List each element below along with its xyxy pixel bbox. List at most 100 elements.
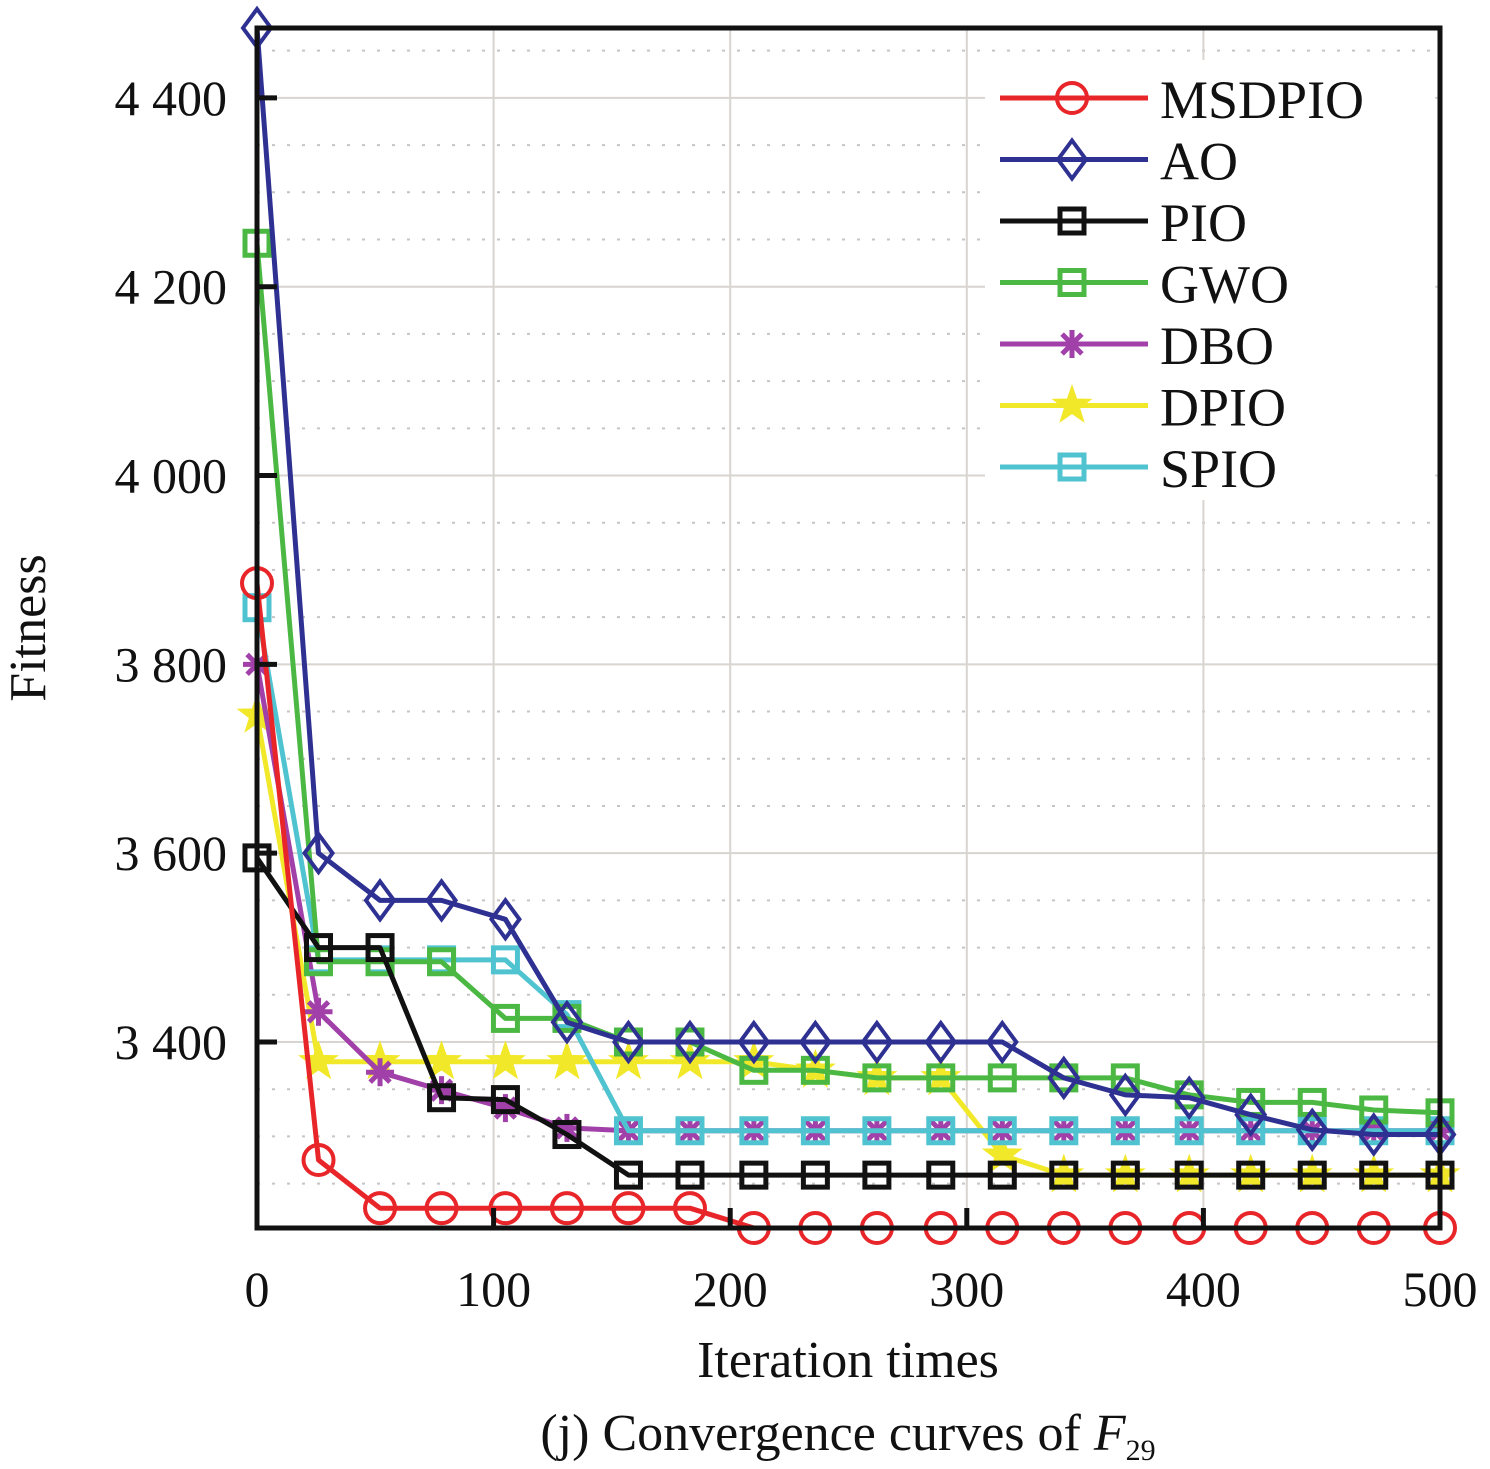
legend-marker-dbo: [1058, 330, 1086, 358]
caption-function-subscript: 29: [1126, 1434, 1156, 1467]
data-point-msdpio: [424, 1191, 459, 1226]
legend-item-spio: SPIO: [1000, 439, 1277, 499]
asterisk-stroke: [306, 1000, 331, 1024]
data-point-pio: [862, 1160, 892, 1190]
data-point-ao: [363, 878, 397, 923]
legend-item-dpio: DPIO: [1000, 378, 1286, 438]
series-dpio: [236, 693, 1461, 1193]
legend-marker-spio: [1057, 452, 1087, 482]
figure-caption: (j) Convergence curves of F29: [540, 1405, 1155, 1467]
data-point-msdpio: [301, 1143, 336, 1178]
data-point-ao: [302, 830, 336, 876]
legend-label-dbo: DBO: [1160, 316, 1274, 376]
data-point-spio: [987, 1116, 1017, 1146]
data-point-ao: [1108, 1072, 1142, 1118]
data-point-dpio: [298, 1040, 339, 1080]
data-point-pio: [613, 1160, 643, 1190]
data-point-pio: [1236, 1160, 1266, 1190]
y-axis-title: Fitness: [0, 554, 57, 701]
series-dbo: [243, 650, 1454, 1145]
data-point-gwo: [926, 1063, 956, 1093]
data-point-ao: [1295, 1107, 1329, 1153]
y-tick-label: 3 800: [115, 636, 228, 692]
data-point-pio: [1110, 1160, 1140, 1190]
data-point-pio: [427, 1083, 457, 1113]
data-point-ao: [488, 896, 522, 942]
data-point-gwo: [427, 947, 457, 977]
data-point-dpio: [421, 1040, 463, 1080]
legend-item-ao: AO: [1000, 132, 1238, 192]
x-axis-title: Iteration times: [697, 1332, 999, 1389]
legend-label-pio: PIO: [1160, 193, 1247, 253]
data-point-spio: [1110, 1116, 1140, 1146]
data-point-gwo: [1110, 1063, 1140, 1093]
data-point-pio: [800, 1160, 830, 1190]
asterisk-stroke: [368, 1060, 392, 1084]
series-ao: [240, 5, 1457, 1157]
data-point-ao: [1234, 1092, 1268, 1138]
data-point-ao: [1047, 1055, 1081, 1101]
data-point-pio: [739, 1160, 769, 1190]
data-point-dbo: [304, 997, 333, 1026]
y-tick-label: 4 200: [115, 259, 228, 315]
x-tick-label: 300: [929, 1261, 1004, 1317]
data-point-spio: [926, 1116, 956, 1146]
data-point-pio: [1049, 1160, 1079, 1190]
series-spio: [242, 593, 1455, 1146]
data-point-msdpio: [672, 1191, 707, 1226]
data-point-ao: [673, 1019, 707, 1065]
asterisk-stroke: [1060, 332, 1084, 356]
data-point-spio: [613, 1116, 643, 1146]
legend-item-dbo: DBO: [1000, 316, 1274, 376]
data-point-pio: [365, 933, 395, 963]
data-point-ao: [924, 1019, 958, 1065]
data-point-pio: [926, 1160, 956, 1190]
data-point-pio: [490, 1085, 520, 1115]
data-point-spio: [862, 1116, 892, 1146]
data-point-spio: [800, 1116, 830, 1146]
caption-prefix: (j) Convergence curves of: [540, 1405, 1094, 1462]
legend-marker-ao: [1055, 137, 1089, 182]
data-point-msdpio: [488, 1191, 523, 1226]
axis-ticks: 3 400 3 600 3 800 4 000 4 200 4 400 0 100 200 300…: [115, 70, 1478, 1317]
x-tick-label: 0: [245, 1261, 270, 1317]
data-point-spio: [739, 1116, 769, 1146]
data-point-ao: [737, 1019, 771, 1065]
legend-label-dpio: DPIO: [1160, 378, 1286, 438]
data-point-ao: [611, 1019, 645, 1065]
data-point-dpio: [484, 1040, 526, 1080]
legend-marker-msdpio: [1055, 81, 1089, 115]
legend-marker-pio: [1057, 206, 1087, 236]
data-point-ao: [985, 1019, 1019, 1065]
data-point-ao: [1357, 1112, 1391, 1157]
legend-label-ao: AO: [1160, 132, 1238, 192]
series-line-spio: [254, 607, 1440, 1134]
data-point-gwo: [1359, 1095, 1389, 1125]
grid: [257, 28, 1440, 1228]
y-tick-label: 4 400: [115, 70, 228, 126]
x-tick-label: 500: [1403, 1261, 1478, 1317]
data-point-ao: [1172, 1075, 1206, 1121]
legend-label-spio: SPIO: [1160, 439, 1277, 499]
series-pio: [242, 843, 1455, 1190]
data-point-dpio: [546, 1040, 588, 1080]
x-tick-label: 400: [1166, 1261, 1241, 1317]
data-point-msdpio: [549, 1191, 584, 1226]
data-point-ao: [798, 1019, 832, 1065]
data-point-ao: [425, 878, 459, 923]
data-point-spio: [1049, 1116, 1079, 1146]
y-tick-label: 3 600: [115, 825, 228, 881]
y-tick-label: 4 000: [115, 448, 228, 504]
legend-marker-dpio: [1051, 383, 1093, 423]
data-point-spio: [490, 945, 520, 975]
data-point-pio: [987, 1160, 1017, 1190]
legend-item-msdpio: MSDPIO: [1000, 70, 1364, 130]
y-tick-label: 3 400: [115, 1014, 228, 1070]
x-tick-label: 200: [693, 1261, 768, 1317]
data-point-msdpio: [363, 1191, 398, 1226]
data-point-gwo: [987, 1063, 1017, 1093]
data-point-gwo: [1297, 1087, 1327, 1117]
plot-frame: [254, 25, 1443, 1231]
